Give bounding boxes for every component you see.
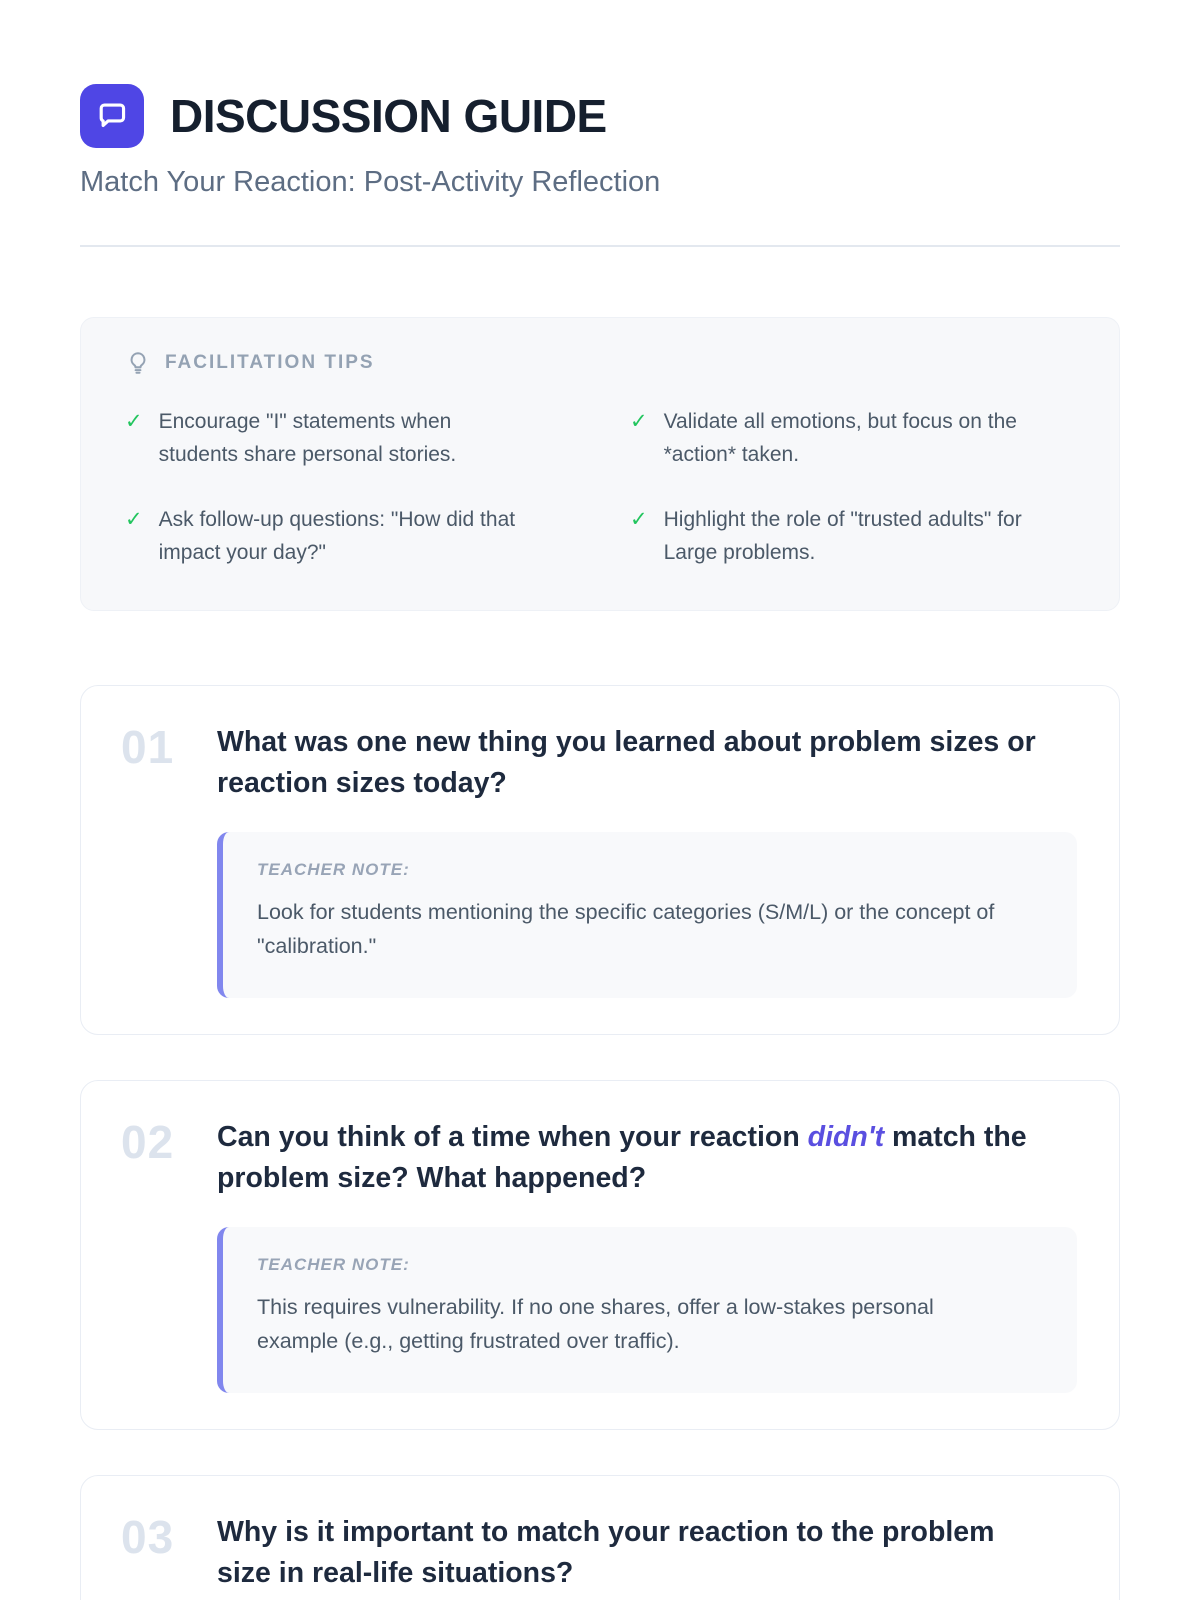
tip-text: Validate all emotions, but focus on the … xyxy=(663,410,1017,466)
lightbulb-icon xyxy=(130,352,146,374)
check-icon: ✓ xyxy=(125,410,143,433)
question-card-01: 01 What was one new thing you learned ab… xyxy=(80,684,1120,1035)
tip-item: ✓ Encourage "I" statements when students… xyxy=(125,406,570,472)
tip-item: ✓ Ask follow-up questions: "How did that… xyxy=(125,504,570,570)
page-subtitle: Match Your Reaction: Post-Activity Refle… xyxy=(80,166,661,198)
teacher-note-label: TEACHER NOTE: xyxy=(257,1254,410,1274)
facilitation-tips-panel: FACILITATION TIPS ✓ Encourage "I" statem… xyxy=(80,317,1120,611)
question-row: 01 What was one new thing you learned ab… xyxy=(121,722,1079,998)
header-divider xyxy=(80,245,1120,247)
facilitation-tips-list: ✓ Encourage "I" statements when students… xyxy=(125,406,1075,570)
teacher-note-text: This requires vulnerability. If no one s… xyxy=(257,1294,934,1353)
question-content: Why is it important to match your reacti… xyxy=(217,1512,1079,1600)
question-text: What was one new thing you learned about… xyxy=(217,725,1036,799)
tip-text: Highlight the role of "trusted adults" f… xyxy=(663,507,1022,564)
tip-text: Ask follow-up questions: "How did that i… xyxy=(158,507,516,564)
question-text: Can you think of a time when your reacti… xyxy=(217,1120,1027,1194)
page-header: DISCUSSION GUIDE xyxy=(80,0,1120,148)
question-card-02: 02 Can you think of a time when your rea… xyxy=(80,1079,1120,1430)
question-highlight: didn't xyxy=(807,1120,885,1153)
facilitation-tips-header: FACILITATION TIPS xyxy=(125,350,1075,376)
question-row: 02 Can you think of a time when your rea… xyxy=(121,1117,1079,1393)
teacher-note-box: TEACHER NOTE: Look for students mentioni… xyxy=(217,831,1077,998)
question-number: 03 xyxy=(121,1510,175,1563)
question-text: Why is it important to match your reacti… xyxy=(217,1515,995,1589)
speech-bubble-icon xyxy=(80,84,144,148)
teacher-note-label: TEACHER NOTE: xyxy=(257,859,410,879)
check-icon: ✓ xyxy=(125,507,143,531)
question-content: What was one new thing you learned about… xyxy=(217,722,1079,998)
question-row: 03 Why is it important to match your rea… xyxy=(121,1512,1079,1600)
facilitation-tips-label: FACILITATION TIPS xyxy=(165,352,375,373)
page-title: DISCUSSION GUIDE xyxy=(170,90,607,142)
check-icon: ✓ xyxy=(630,410,648,433)
teacher-note-box: TEACHER NOTE: This requires vulnerabilit… xyxy=(217,1226,1077,1393)
question-content: Can you think of a time when your reacti… xyxy=(217,1117,1079,1393)
check-icon: ✓ xyxy=(630,507,648,531)
tip-item: ✓ Validate all emotions, but focus on th… xyxy=(630,406,1075,472)
question-number: 02 xyxy=(121,1115,175,1168)
question-number: 01 xyxy=(121,720,175,773)
tip-item: ✓ Highlight the role of "trusted adults"… xyxy=(630,504,1075,570)
question-card-03: 03 Why is it important to match your rea… xyxy=(80,1474,1120,1600)
teacher-note-text: Look for students mentioning the specifi… xyxy=(257,899,995,958)
tip-text: Encourage "I" statements when students s… xyxy=(158,410,457,466)
